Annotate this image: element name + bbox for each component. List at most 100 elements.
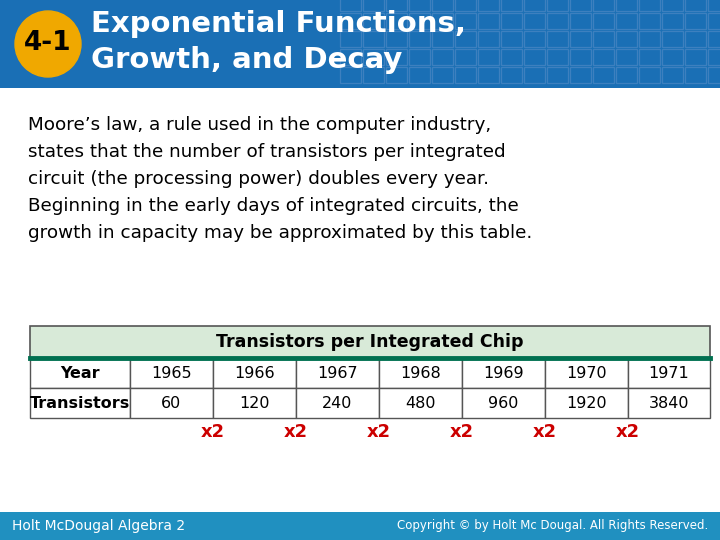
- Bar: [340, 49, 361, 65]
- Bar: [462, 388, 545, 418]
- Bar: [570, 0, 591, 11]
- Bar: [386, 13, 407, 29]
- Circle shape: [15, 11, 81, 77]
- Bar: [409, 0, 430, 11]
- Bar: [639, 31, 660, 47]
- Bar: [340, 0, 361, 11]
- Text: Year: Year: [60, 366, 100, 381]
- Bar: [662, 0, 683, 11]
- Bar: [432, 67, 453, 83]
- Bar: [547, 49, 568, 65]
- Bar: [708, 67, 720, 83]
- Text: 1920: 1920: [566, 395, 607, 410]
- Bar: [639, 49, 660, 65]
- Text: Beginning in the early days of integrated circuits, the: Beginning in the early days of integrate…: [28, 197, 518, 215]
- Bar: [455, 49, 476, 65]
- Bar: [478, 0, 499, 11]
- Bar: [524, 49, 545, 65]
- Bar: [455, 31, 476, 47]
- Bar: [616, 0, 637, 11]
- Bar: [363, 49, 384, 65]
- Bar: [570, 49, 591, 65]
- Bar: [616, 67, 637, 83]
- Bar: [639, 0, 660, 11]
- Bar: [708, 13, 720, 29]
- Text: x2: x2: [367, 423, 391, 441]
- Bar: [296, 358, 379, 388]
- Bar: [213, 388, 296, 418]
- Text: growth in capacity may be approximated by this table.: growth in capacity may be approximated b…: [28, 224, 532, 242]
- Bar: [501, 67, 522, 83]
- Bar: [708, 0, 720, 11]
- Bar: [386, 49, 407, 65]
- Text: 4-1: 4-1: [24, 30, 72, 56]
- Bar: [639, 13, 660, 29]
- Text: 1969: 1969: [483, 366, 524, 381]
- Bar: [662, 67, 683, 83]
- Text: x2: x2: [450, 423, 474, 441]
- Bar: [662, 49, 683, 65]
- Text: states that the number of transistors per integrated: states that the number of transistors pe…: [28, 143, 505, 161]
- Bar: [386, 31, 407, 47]
- Bar: [628, 358, 710, 388]
- Text: 60: 60: [161, 395, 181, 410]
- Bar: [455, 13, 476, 29]
- Bar: [340, 67, 361, 83]
- Bar: [455, 0, 476, 11]
- Text: 1967: 1967: [318, 366, 358, 381]
- Bar: [501, 0, 522, 11]
- Bar: [662, 31, 683, 47]
- Bar: [478, 67, 499, 83]
- Bar: [593, 67, 614, 83]
- Text: Exponential Functions,: Exponential Functions,: [91, 10, 466, 38]
- Bar: [296, 388, 379, 418]
- Bar: [685, 0, 706, 11]
- Bar: [386, 67, 407, 83]
- Text: 480: 480: [405, 395, 436, 410]
- Bar: [616, 13, 637, 29]
- Bar: [340, 13, 361, 29]
- Bar: [616, 49, 637, 65]
- Bar: [478, 31, 499, 47]
- Bar: [386, 0, 407, 11]
- Text: 1965: 1965: [151, 366, 192, 381]
- Bar: [639, 67, 660, 83]
- Text: x2: x2: [284, 423, 308, 441]
- Bar: [213, 358, 296, 388]
- Text: Holt McDougal Algebra 2: Holt McDougal Algebra 2: [12, 519, 185, 533]
- Bar: [524, 13, 545, 29]
- Text: x2: x2: [616, 423, 640, 441]
- Bar: [547, 0, 568, 11]
- Bar: [547, 31, 568, 47]
- Bar: [409, 31, 430, 47]
- Bar: [685, 31, 706, 47]
- Bar: [708, 31, 720, 47]
- Text: Transistors per Integrated Chip: Transistors per Integrated Chip: [216, 333, 523, 351]
- Text: 1966: 1966: [234, 366, 275, 381]
- Bar: [501, 49, 522, 65]
- Bar: [547, 13, 568, 29]
- Bar: [547, 67, 568, 83]
- Bar: [432, 0, 453, 11]
- Bar: [524, 0, 545, 11]
- Bar: [616, 31, 637, 47]
- Bar: [593, 13, 614, 29]
- Bar: [462, 358, 545, 388]
- Bar: [409, 67, 430, 83]
- Bar: [432, 13, 453, 29]
- Bar: [0, 512, 720, 540]
- Bar: [0, 0, 720, 88]
- Bar: [593, 31, 614, 47]
- Bar: [524, 67, 545, 83]
- Bar: [30, 326, 710, 358]
- Bar: [628, 388, 710, 418]
- Bar: [30, 358, 130, 388]
- Text: circuit (the processing power) doubles every year.: circuit (the processing power) doubles e…: [28, 170, 489, 188]
- Bar: [501, 31, 522, 47]
- Bar: [708, 49, 720, 65]
- Bar: [501, 13, 522, 29]
- Text: Transistors: Transistors: [30, 395, 130, 410]
- Bar: [130, 358, 213, 388]
- Bar: [570, 31, 591, 47]
- Bar: [593, 49, 614, 65]
